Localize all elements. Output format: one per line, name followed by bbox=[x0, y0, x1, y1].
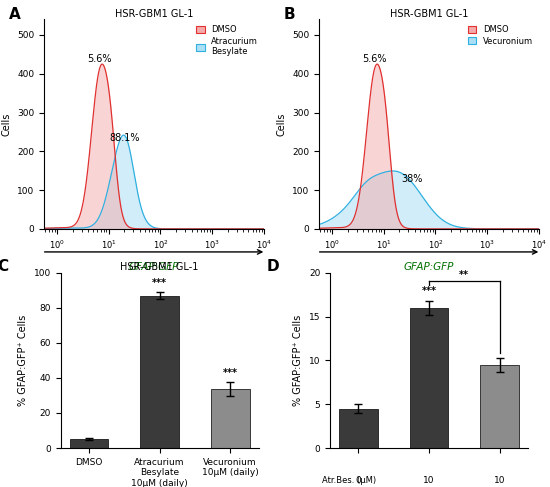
Text: GFAP:GFP: GFAP:GFP bbox=[404, 262, 454, 272]
Title: HSR-GBM1 GL-1: HSR-GBM1 GL-1 bbox=[390, 9, 468, 19]
Text: 5.6%: 5.6% bbox=[362, 54, 387, 64]
Text: ***: *** bbox=[152, 278, 167, 288]
Text: GFAP:GFP: GFAP:GFP bbox=[129, 262, 179, 272]
Text: A: A bbox=[9, 7, 20, 22]
Text: 88.1%: 88.1% bbox=[109, 133, 140, 143]
Text: C: C bbox=[0, 259, 8, 274]
Text: 10: 10 bbox=[494, 476, 505, 485]
Y-axis label: Cells: Cells bbox=[277, 112, 287, 136]
Title: HSR-GBM1 GL-1: HSR-GBM1 GL-1 bbox=[115, 9, 193, 19]
Bar bbox=[211, 389, 250, 448]
Text: Atr.Bes. (μM): Atr.Bes. (μM) bbox=[322, 476, 376, 485]
Text: ***: *** bbox=[223, 368, 238, 378]
Text: 0: 0 bbox=[355, 476, 361, 485]
Bar bbox=[69, 439, 108, 448]
Legend: DMSO, Vecuronium: DMSO, Vecuronium bbox=[466, 24, 535, 47]
Bar bbox=[410, 308, 448, 448]
Text: 38%: 38% bbox=[402, 174, 423, 184]
Text: 5.6%: 5.6% bbox=[87, 54, 112, 64]
Bar bbox=[480, 365, 519, 448]
Y-axis label: % GFAP:GFP⁺ Cells: % GFAP:GFP⁺ Cells bbox=[18, 315, 28, 406]
Y-axis label: Cells: Cells bbox=[2, 112, 12, 136]
Y-axis label: % GFAP:GFP⁺ Cells: % GFAP:GFP⁺ Cells bbox=[293, 315, 303, 406]
Text: **: ** bbox=[459, 270, 469, 280]
Legend: DMSO, Atracurium
Besylate: DMSO, Atracurium Besylate bbox=[195, 24, 260, 58]
Text: 10: 10 bbox=[424, 476, 434, 485]
Text: ***: *** bbox=[421, 286, 437, 297]
Text: B: B bbox=[284, 7, 295, 22]
Bar bbox=[140, 296, 179, 448]
Text: D: D bbox=[267, 259, 279, 274]
Title: HSR-GBM1 GL-1: HSR-GBM1 GL-1 bbox=[120, 262, 199, 272]
Bar bbox=[339, 409, 378, 448]
